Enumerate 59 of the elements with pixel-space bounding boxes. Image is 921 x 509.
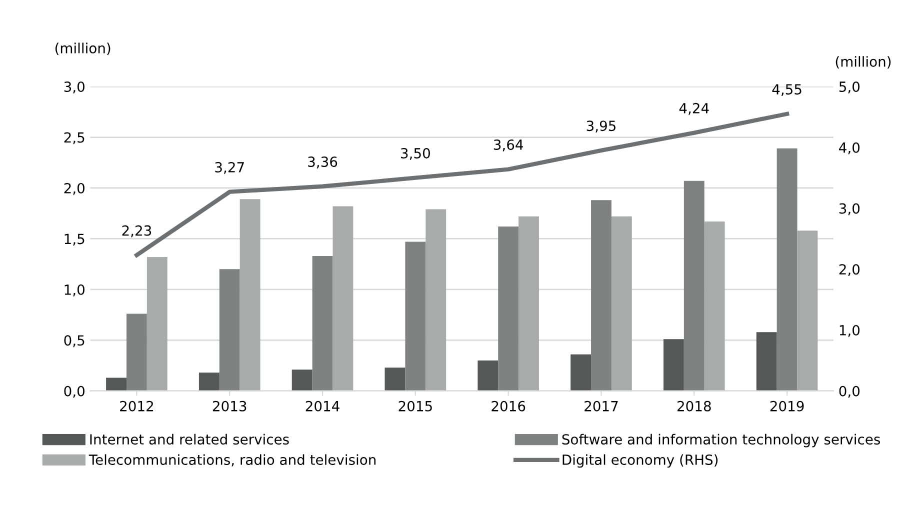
x-tick-label: 2017	[584, 400, 618, 412]
bar	[498, 226, 519, 391]
x-tick-label: 2013	[212, 400, 246, 412]
bar	[663, 339, 684, 391]
data-label: 3,64	[494, 139, 524, 152]
legend-label: Software and information technology services	[562, 434, 880, 448]
bar	[312, 256, 333, 391]
y-axis-title: (million)	[55, 42, 110, 56]
y-tick-label: 3,0	[64, 82, 84, 94]
data-label: 4,55	[772, 84, 802, 96]
y2-tick-label: 2,0	[839, 264, 860, 276]
x-tick-label: 2016	[492, 400, 526, 412]
y-tick-label: 1,5	[64, 234, 84, 246]
legend-label: Telecommunications, radio and television	[88, 454, 376, 466]
bar	[198, 372, 220, 391]
y-tick-label: 0,0	[64, 386, 84, 398]
y-tick-label: 2,5	[64, 132, 84, 144]
bar	[704, 221, 725, 391]
bar	[591, 200, 612, 391]
y-tick-label: 0,5	[64, 335, 84, 348]
x-tick-label: 2014	[306, 400, 340, 412]
x-tick-label: 2019	[770, 400, 804, 412]
data-label: 3,50	[401, 148, 430, 160]
y2-tick-label: 0,0	[839, 386, 860, 398]
data-label: 2,23	[122, 225, 152, 238]
bar	[570, 354, 592, 391]
bar	[332, 206, 354, 391]
legend-label: Digital economy (RHS)	[562, 454, 718, 468]
y2-axis-title: (million)	[836, 56, 891, 68]
data-label: 3,27	[215, 162, 244, 174]
bar	[478, 360, 498, 391]
y-tick-label: 2,0	[64, 182, 84, 195]
y-tick-label: 1,0	[64, 284, 84, 296]
bar	[146, 256, 168, 391]
bar	[518, 216, 539, 391]
legend-label: Internet and related services	[90, 434, 289, 445]
bar	[126, 314, 147, 391]
bar	[240, 199, 260, 391]
x-tick-label: 2018	[677, 400, 711, 412]
bar	[292, 370, 312, 391]
data-label: 4,24	[679, 102, 709, 115]
y2-tick-label: 1,0	[840, 325, 860, 337]
bar	[106, 378, 126, 391]
bar	[426, 209, 446, 391]
x-tick-label: 2015	[398, 400, 432, 412]
bar	[611, 216, 632, 391]
data-label: 3,36	[308, 156, 338, 168]
bar	[684, 180, 704, 391]
y2-tick-label: 5,0	[839, 82, 860, 94]
bar	[384, 368, 406, 391]
x-tick-label: 2012	[120, 400, 153, 412]
y2-tick-label: 3,0	[839, 203, 860, 216]
bar	[797, 230, 818, 391]
bar	[219, 269, 240, 391]
bar	[405, 242, 426, 391]
data-label: 3,95	[586, 120, 616, 133]
bar	[756, 332, 777, 391]
bar	[776, 148, 798, 391]
y2-tick-label: 4,0	[839, 142, 860, 154]
